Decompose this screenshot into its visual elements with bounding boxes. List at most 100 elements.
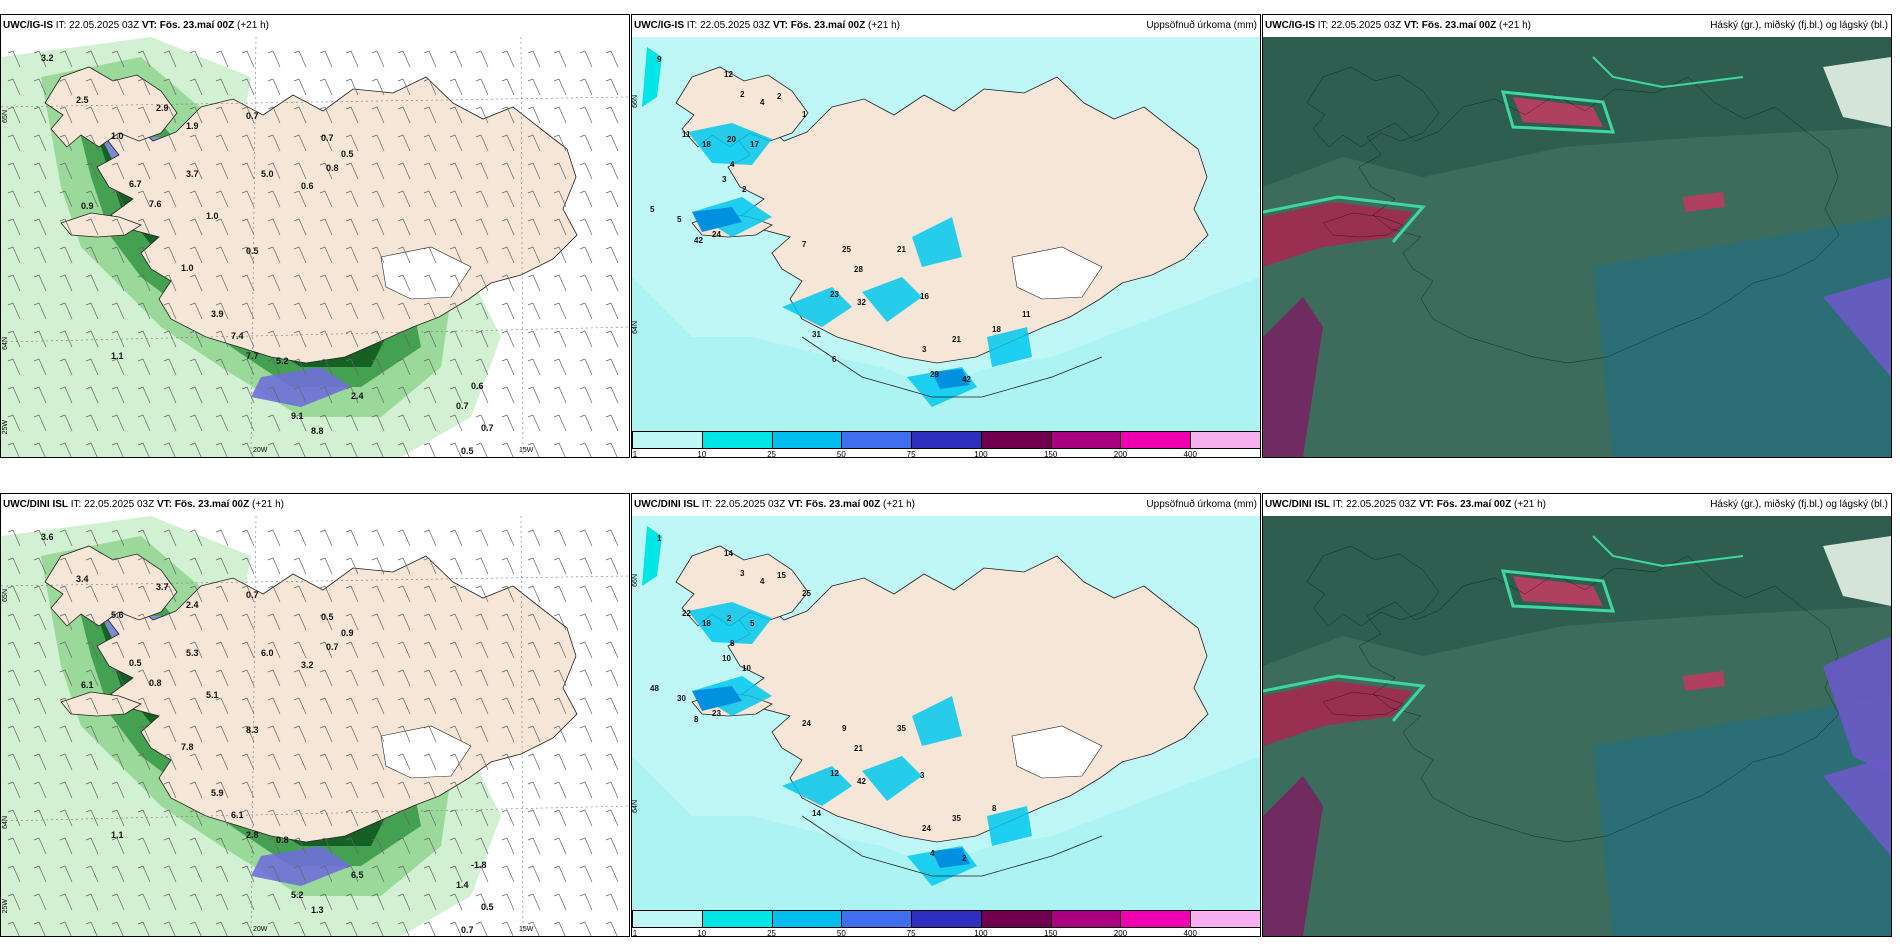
wind-barb-flag	[59, 921, 66, 925]
it-label: IT:	[701, 499, 713, 510]
wind-barb-staff	[558, 190, 567, 208]
lat-label-66: 66N	[632, 95, 639, 108]
wind-barb-staff	[168, 302, 177, 320]
wind-barb-flag	[579, 669, 586, 673]
wind-barb-staff	[194, 613, 203, 631]
wind-barb-staff	[610, 753, 619, 771]
wind-barb-flag	[345, 78, 352, 82]
wind-barb-staff	[532, 529, 541, 547]
wind-barb-staff	[90, 386, 99, 404]
wind-barb	[241, 837, 255, 855]
wind-barb	[267, 781, 281, 799]
wind-barb-staff	[220, 246, 229, 264]
wind-barb-flag	[371, 613, 378, 617]
wind-barb-flag	[7, 246, 14, 250]
wind-barb-staff	[402, 697, 411, 715]
wind-barb	[293, 753, 307, 771]
wind-barb	[423, 274, 437, 292]
wind-barb-flag	[397, 669, 404, 673]
wind-barb-staff	[558, 162, 567, 180]
wind-barb-flag	[189, 557, 196, 561]
wind-barb-flag	[449, 442, 456, 446]
wind-barb-staff	[376, 246, 385, 264]
colorbar-tick-label: 50	[836, 450, 846, 458]
wind-barb	[7, 218, 21, 236]
wind-barb-flag	[111, 78, 118, 82]
wind-barb	[267, 529, 281, 547]
wind-barb-flag	[319, 414, 326, 418]
wind-barb-staff	[584, 190, 593, 208]
wind-barb	[475, 50, 489, 68]
wind-barb	[137, 414, 151, 432]
wind-barb-flag	[111, 218, 118, 222]
wind-barb	[449, 302, 463, 320]
wind-barb	[33, 865, 47, 883]
wind-barb	[371, 613, 385, 631]
high-cloud-band	[1263, 681, 1413, 746]
wind-barb-staff	[584, 585, 593, 603]
wind-barb	[85, 442, 98, 457]
wind-barb	[163, 697, 177, 715]
precip-value-label: 2	[962, 854, 967, 863]
wind-barb-flag	[319, 358, 326, 362]
wind-barb-flag	[397, 781, 404, 785]
wind-barb	[7, 529, 21, 547]
wind-barb-flag	[371, 414, 378, 418]
wind-barb-flag	[267, 246, 274, 250]
wind-barb-flag	[163, 781, 170, 785]
wind-value-label: 0.9	[81, 201, 94, 211]
wind-barb-flag	[397, 865, 404, 869]
wind-barb	[371, 809, 385, 827]
wind-barb	[553, 274, 567, 292]
wind-barb-staff	[480, 302, 489, 320]
colorbar-ticks: 1 10 25 50 75 100 150 200 400	[632, 929, 1260, 936]
wind-barb-flag	[293, 865, 300, 869]
colorbar-segment	[980, 910, 1052, 928]
wind-barb-flag	[605, 134, 612, 138]
wind-barb	[579, 358, 593, 376]
wind-barb-staff	[142, 358, 151, 376]
wind-barb-staff	[116, 865, 125, 883]
wind-barb-staff	[454, 585, 463, 603]
wind-barb-flag	[527, 809, 534, 813]
wind-barb-staff	[454, 414, 463, 432]
wind-barb-staff	[376, 893, 385, 911]
wind-barb-flag	[527, 557, 534, 561]
wind-barb-flag	[371, 442, 378, 446]
wind-barb-staff	[90, 106, 99, 124]
wind-barb-flag	[85, 529, 92, 533]
wind-barb	[7, 50, 21, 68]
wind-barb	[371, 529, 385, 547]
wind-barb-staff	[116, 641, 125, 659]
wind-barb-flag	[293, 246, 300, 250]
wind-barb	[605, 753, 619, 771]
wind-barb-staff	[558, 669, 567, 687]
colorbar-segment	[632, 910, 703, 928]
wind-barb-flag	[423, 190, 430, 194]
wind-barb-flag	[293, 781, 300, 785]
wind-barb	[345, 557, 359, 575]
precip-value-label: 11	[1022, 310, 1031, 319]
wind-barb-flag	[397, 50, 404, 54]
wind-barb-staff	[558, 865, 567, 883]
wind-barb-flag	[449, 302, 456, 306]
wind-barb-staff	[376, 302, 385, 320]
wind-barb-flag	[579, 529, 586, 533]
wind-barb	[345, 162, 359, 180]
wind-barb-staff	[610, 106, 619, 124]
wind-barb	[163, 725, 177, 743]
wind-barb	[85, 414, 99, 432]
wind-barb-flag	[605, 358, 612, 362]
wind-barb-flag	[293, 837, 300, 841]
wind-barb-staff	[454, 753, 463, 771]
wind-barb-flag	[163, 106, 170, 110]
wind-barb-flag	[33, 330, 40, 334]
wind-barb-flag	[241, 781, 248, 785]
wind-barb	[397, 669, 411, 687]
wind-barb	[397, 893, 411, 911]
wind-barb	[527, 162, 541, 180]
wind-barb-staff	[220, 330, 229, 348]
wind-barb-staff	[324, 753, 333, 771]
wind-barb-flag	[527, 218, 534, 222]
wind-barb	[189, 330, 203, 348]
